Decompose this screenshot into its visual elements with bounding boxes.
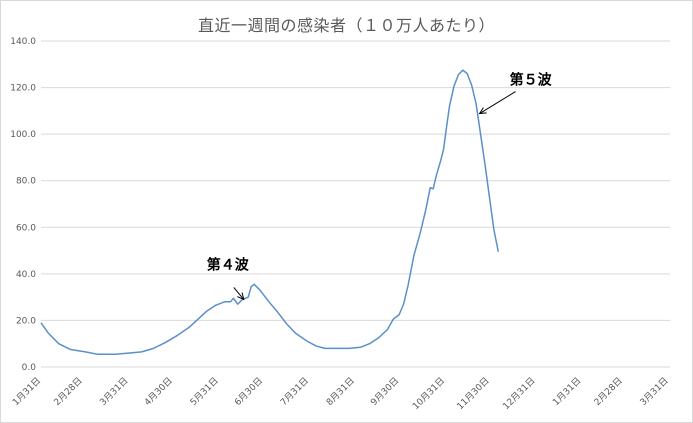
x-tick-label: 3月31日 xyxy=(638,375,671,408)
x-tick-label: 6月30日 xyxy=(232,375,265,408)
annotation-arrowhead xyxy=(478,107,487,115)
annotation-label: 第５波 xyxy=(510,72,553,89)
x-tick-label: 3月31日 xyxy=(98,375,131,408)
y-tick-label: 100.0 xyxy=(10,130,36,140)
series-layer xyxy=(40,69,500,355)
y-tick-label: 80.0 xyxy=(16,177,36,187)
x-tick-label: 10月31日 xyxy=(410,375,447,412)
y-tick-label: 40.0 xyxy=(16,270,36,280)
y-tick-label: 20.0 xyxy=(16,316,36,326)
x-tick-label: 7月31日 xyxy=(278,375,311,408)
x-tick-label: 8月31日 xyxy=(324,375,357,408)
chart-title: 直近一週間の感染者（１０万人あたり） xyxy=(197,16,495,35)
x-tick-label: 4月30日 xyxy=(142,375,175,408)
y-tick-label: 60.0 xyxy=(16,223,36,233)
x-tick-label: 11月30日 xyxy=(455,375,492,412)
x-axis-ticks: 1月31日 2月28日 3月31日 4月30日 5月31日 6月30日 7月31日 8月31日… xyxy=(10,375,670,412)
series-line xyxy=(40,69,500,355)
annotation-arrow xyxy=(479,91,516,114)
x-tick-label: 2月28日 xyxy=(52,375,85,408)
x-tick-label: 9月30日 xyxy=(369,375,402,408)
y-tick-label: 140.0 xyxy=(10,37,36,47)
x-tick-label: 1月31日 xyxy=(551,375,584,408)
annotation-arrow xyxy=(233,287,245,300)
y-tick-label: 0.0 xyxy=(22,363,37,373)
gridlines xyxy=(41,40,670,368)
annotation-label: 第４波 xyxy=(207,256,250,273)
x-tick-label: 5月31日 xyxy=(188,375,221,408)
annotation-arrowhead xyxy=(237,292,245,301)
x-tick-label: 12月31日 xyxy=(501,375,538,412)
x-tick-label: 1月31日 xyxy=(10,375,43,408)
y-axis-ticks: 0.0 20.0 40.0 60.0 80.0 100.0 120.0 140.0 xyxy=(10,37,36,373)
y-tick-label: 120.0 xyxy=(10,84,36,94)
annotations-layer: 第４波 第５波 xyxy=(207,72,553,301)
x-tick-label: 2月28日 xyxy=(592,375,625,408)
